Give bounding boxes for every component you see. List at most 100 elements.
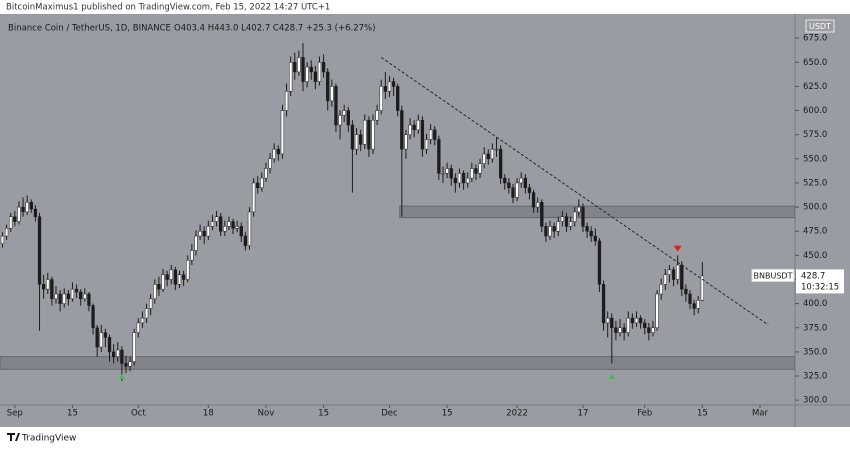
candle-body bbox=[309, 66, 313, 73]
candle-body bbox=[46, 279, 50, 290]
y-tick-label: 450.0 bbox=[803, 251, 827, 261]
candle-body bbox=[4, 228, 9, 237]
price-tag bbox=[796, 269, 844, 294]
candle-body bbox=[445, 168, 449, 174]
candle-body bbox=[457, 173, 462, 184]
candle-body bbox=[490, 148, 495, 160]
candle-body bbox=[552, 226, 556, 232]
candle-body bbox=[260, 177, 264, 189]
y-tick-label: 650.0 bbox=[803, 58, 827, 68]
candle-body bbox=[523, 177, 527, 189]
candle-body bbox=[17, 206, 21, 222]
candle-body bbox=[601, 284, 606, 324]
candle-body bbox=[379, 86, 383, 111]
candle-body bbox=[186, 259, 190, 280]
candle-body bbox=[330, 86, 334, 102]
candle-body bbox=[317, 62, 322, 82]
candle-body bbox=[597, 240, 602, 285]
candle-body bbox=[342, 110, 346, 116]
candle-body bbox=[157, 284, 161, 290]
candle-body bbox=[206, 226, 210, 237]
candle-body bbox=[560, 216, 565, 222]
candle-body bbox=[573, 211, 577, 222]
candle-body bbox=[91, 305, 95, 329]
candle-body bbox=[354, 134, 359, 150]
candle-body bbox=[54, 293, 58, 300]
candle-body bbox=[29, 202, 33, 210]
candle-body bbox=[293, 62, 297, 73]
y-tick-label: 600.0 bbox=[803, 106, 827, 116]
candle-body bbox=[367, 119, 371, 150]
candle-body bbox=[577, 206, 581, 213]
y-tick-label: 500.0 bbox=[803, 203, 827, 213]
candle-body bbox=[165, 274, 169, 280]
candle-body bbox=[25, 202, 29, 213]
candle-body bbox=[416, 119, 420, 131]
candle-body bbox=[103, 332, 108, 338]
candle-body bbox=[305, 66, 309, 82]
candle-body bbox=[433, 129, 437, 140]
signal-marker bbox=[608, 374, 615, 380]
x-tick-label: Nov bbox=[258, 409, 275, 419]
candle-body bbox=[289, 62, 293, 92]
candle-body bbox=[568, 221, 573, 227]
y-tick-label: 525.0 bbox=[803, 178, 827, 188]
candle-body bbox=[498, 148, 503, 179]
candle-body bbox=[383, 86, 388, 92]
candle-body bbox=[424, 139, 429, 150]
candle-body bbox=[219, 216, 223, 232]
y-tick-label: 325.0 bbox=[803, 372, 827, 382]
y-tick-label: 475.0 bbox=[803, 227, 827, 237]
candle-body bbox=[470, 168, 474, 179]
candle-body bbox=[663, 274, 667, 285]
candle-body bbox=[247, 211, 252, 246]
candle-body bbox=[391, 81, 396, 87]
candle-body bbox=[33, 208, 38, 217]
candle-body bbox=[132, 332, 136, 362]
x-tick-label: Dec bbox=[381, 409, 398, 419]
candle-body bbox=[111, 351, 116, 357]
y-tick-label: 375.0 bbox=[803, 323, 827, 333]
candle-body bbox=[371, 119, 375, 150]
candle-body bbox=[284, 90, 289, 111]
header: BitcoinMaximus1 published on TradingView… bbox=[6, 3, 330, 13]
candle-body bbox=[667, 269, 672, 275]
candle-body bbox=[544, 226, 548, 237]
candle-body bbox=[202, 230, 206, 237]
candle-body bbox=[437, 139, 441, 174]
logo-mark bbox=[7, 433, 20, 441]
candle-body bbox=[548, 226, 552, 237]
y-tick-label: 300.0 bbox=[803, 396, 827, 406]
candle-body bbox=[515, 182, 519, 198]
x-tick-label: 15 bbox=[697, 409, 708, 419]
candle-body bbox=[581, 206, 585, 227]
candle-body bbox=[461, 173, 466, 184]
x-tick-label: Feb bbox=[637, 409, 652, 419]
x-tick-label: Oct bbox=[131, 409, 146, 419]
candle-body bbox=[99, 332, 103, 348]
candle-body bbox=[301, 57, 305, 82]
candle-body bbox=[428, 129, 433, 140]
candle-body bbox=[643, 322, 647, 329]
candle-body bbox=[478, 163, 482, 174]
candle-body bbox=[671, 269, 676, 280]
candle-body bbox=[153, 284, 157, 300]
candle-body bbox=[412, 124, 416, 131]
candle-body bbox=[511, 187, 515, 198]
candle-body bbox=[647, 327, 651, 333]
candle-body bbox=[338, 115, 342, 126]
candle-body bbox=[507, 182, 511, 189]
candle-body bbox=[50, 279, 54, 300]
candle-body bbox=[107, 337, 112, 353]
x-tick-label: Sep bbox=[7, 409, 23, 419]
candle-body bbox=[692, 303, 696, 309]
candle-body bbox=[618, 327, 622, 333]
candle-body bbox=[62, 293, 66, 304]
candle-body bbox=[210, 221, 215, 227]
candle-body bbox=[593, 235, 597, 242]
candle-body bbox=[256, 182, 260, 189]
candle-body bbox=[622, 327, 626, 333]
candle-body bbox=[334, 86, 338, 126]
symbol-tag-label: BNBUSDT bbox=[754, 271, 793, 280]
